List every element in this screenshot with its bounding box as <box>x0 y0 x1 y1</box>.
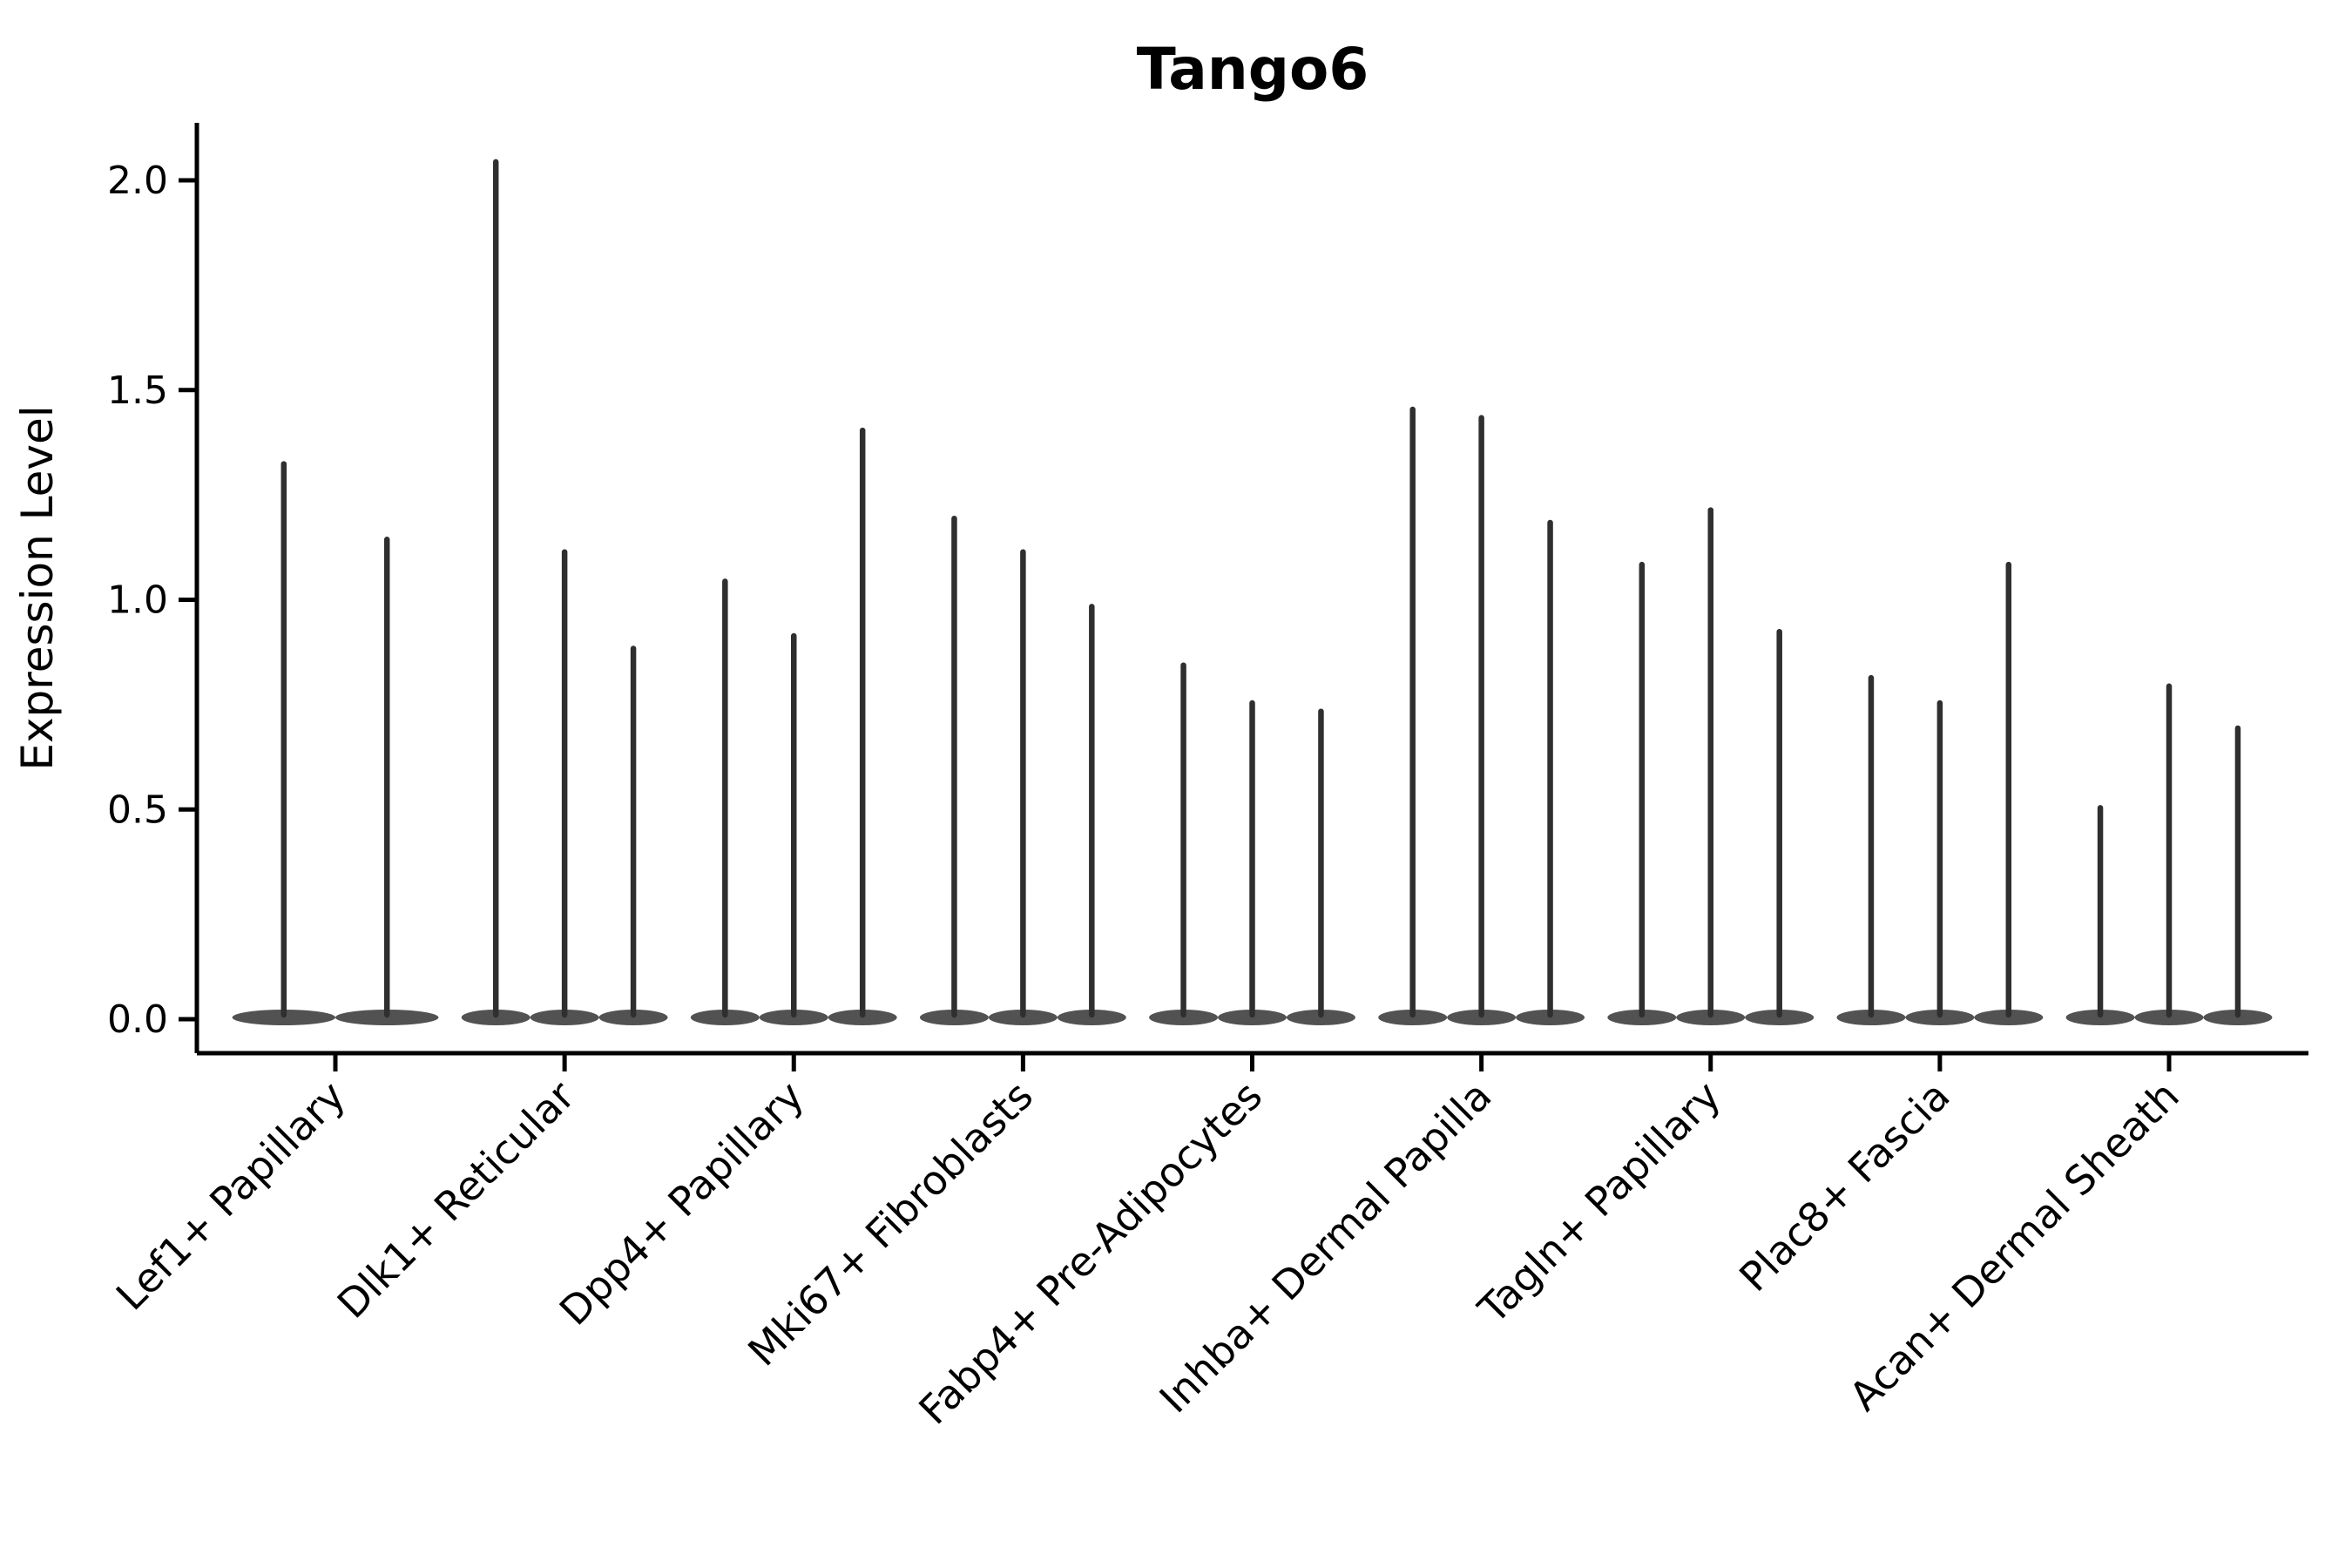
violin-shape <box>2203 725 2273 1025</box>
violin-shape <box>1974 561 2044 1025</box>
violin-shape <box>2065 805 2135 1025</box>
violin-shape <box>1905 700 1975 1025</box>
violin-shape <box>1447 415 1517 1025</box>
violin-shape <box>1676 507 1746 1025</box>
violin-shape <box>828 427 897 1025</box>
axes <box>179 123 2308 1071</box>
violin-shape <box>988 549 1058 1025</box>
y-tick-label: 0.0 <box>107 997 168 1042</box>
y-tick-label: 1.5 <box>107 368 168 413</box>
violin-shape <box>1607 561 1677 1025</box>
violins <box>232 159 2273 1025</box>
violin-shape <box>461 159 531 1025</box>
violin-shape <box>759 632 828 1025</box>
violin-shape <box>1516 519 1585 1025</box>
x-category-label: Plac8+ Fascia <box>1730 1072 1958 1301</box>
x-category-label: Dpp4+ Papillary <box>551 1072 813 1335</box>
violin-shape <box>530 549 599 1025</box>
y-tick-label: 1.0 <box>107 578 168 623</box>
violin-shape <box>232 461 335 1025</box>
violin-shape <box>1745 628 1815 1025</box>
chart-title: Tango6 <box>1137 36 1369 103</box>
violin-shape <box>690 578 760 1025</box>
violin-shape <box>1057 604 1126 1025</box>
violin-shape <box>1286 708 1355 1025</box>
y-axis-label: Expression Level <box>12 405 63 770</box>
x-category-label: Lef1+ Papillary <box>107 1072 355 1320</box>
violin-shape <box>1149 662 1219 1025</box>
violin-shape <box>2134 683 2204 1025</box>
violin-shape <box>919 515 989 1025</box>
violin-shape <box>1836 674 1906 1025</box>
violin-shape <box>1218 700 1287 1025</box>
violin-shape <box>1378 406 1448 1025</box>
x-category-label: Dlk1+ Reticular <box>328 1072 584 1328</box>
x-category-label: Tagln+ Papillary <box>1469 1072 1730 1334</box>
y-tick-label: 0.5 <box>107 787 168 832</box>
violin-shape <box>598 645 668 1025</box>
y-tick-label: 2.0 <box>107 159 168 203</box>
violin-shape <box>335 537 439 1025</box>
